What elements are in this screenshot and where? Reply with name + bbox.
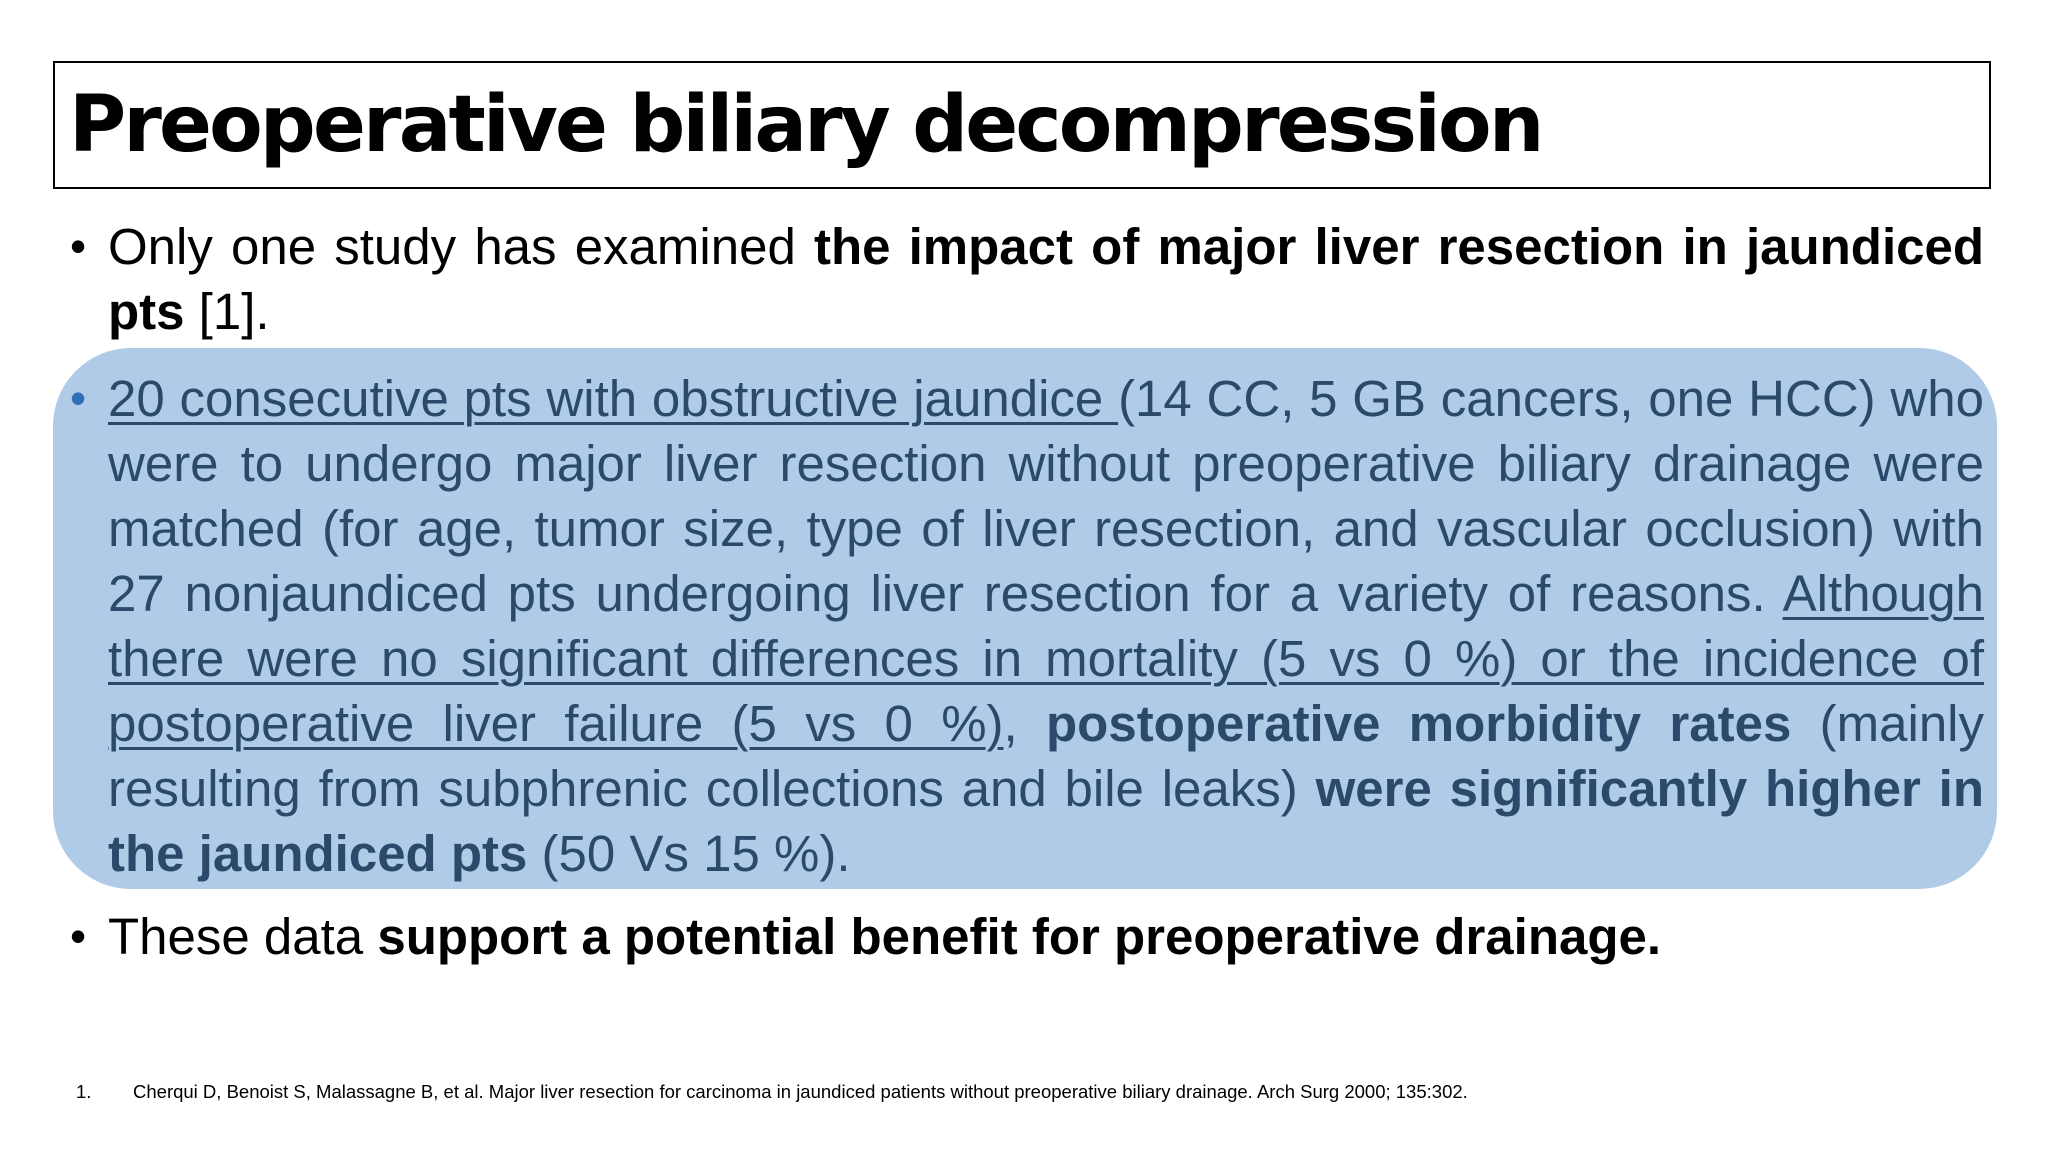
bullet-3-text: These data — [108, 908, 378, 965]
bullet-dot-icon: • — [70, 910, 87, 962]
highlight-box — [53, 348, 1997, 889]
footnote-number: 1. — [76, 1081, 92, 1102]
bullet-1-bold: the impact of major liver resection in j… — [108, 218, 1984, 340]
bullet-2-bold-1: postoperative morbidity rates — [1046, 695, 1792, 752]
bullet-2-text-3: (mainly resulting from subphrenic collec… — [108, 695, 1985, 817]
bullet-3: • These data support a potential benefit… — [70, 904, 1984, 969]
bullet-dot-icon: • — [70, 220, 87, 272]
bullet-2-bold-2: were significantly higher in the jaundic… — [108, 760, 1984, 882]
slide-title: Preoperative biliary decompression — [69, 80, 1544, 170]
bullet-2-underlined-2: Although there were no significant diffe… — [108, 565, 1984, 752]
bullet-2-text-2: , — [1003, 695, 1047, 752]
bullet-2: • 20 consecutive pts with obstructive ja… — [70, 366, 1985, 886]
bullet-2-text-1: (14 CC, 5 GB cancers, one HCC) who were … — [108, 370, 1984, 622]
bullet-3-bold: support a potential benefit for preopera… — [377, 908, 1662, 965]
bullet-2-text-4: (50 Vs 15 %). — [527, 825, 851, 882]
bullet-2-underlined-1: 20 consecutive pts with obstructive jaun… — [108, 370, 1119, 427]
bullet-1-ref: [1]. — [184, 283, 270, 340]
bullet-1-text: Only one study has examined — [108, 218, 814, 275]
footnote: 1. Cherqui D, Benoist S, Malassagne B, et… — [76, 1080, 1468, 1104]
footnote-text: Cherqui D, Benoist S, Malassagne B, et a… — [133, 1081, 1468, 1102]
bullet-1: • Only one study has examined the impact… — [70, 214, 1984, 344]
bullet-dot-icon: • — [70, 372, 87, 424]
title-box: Preoperative biliary decompression — [53, 61, 1991, 189]
